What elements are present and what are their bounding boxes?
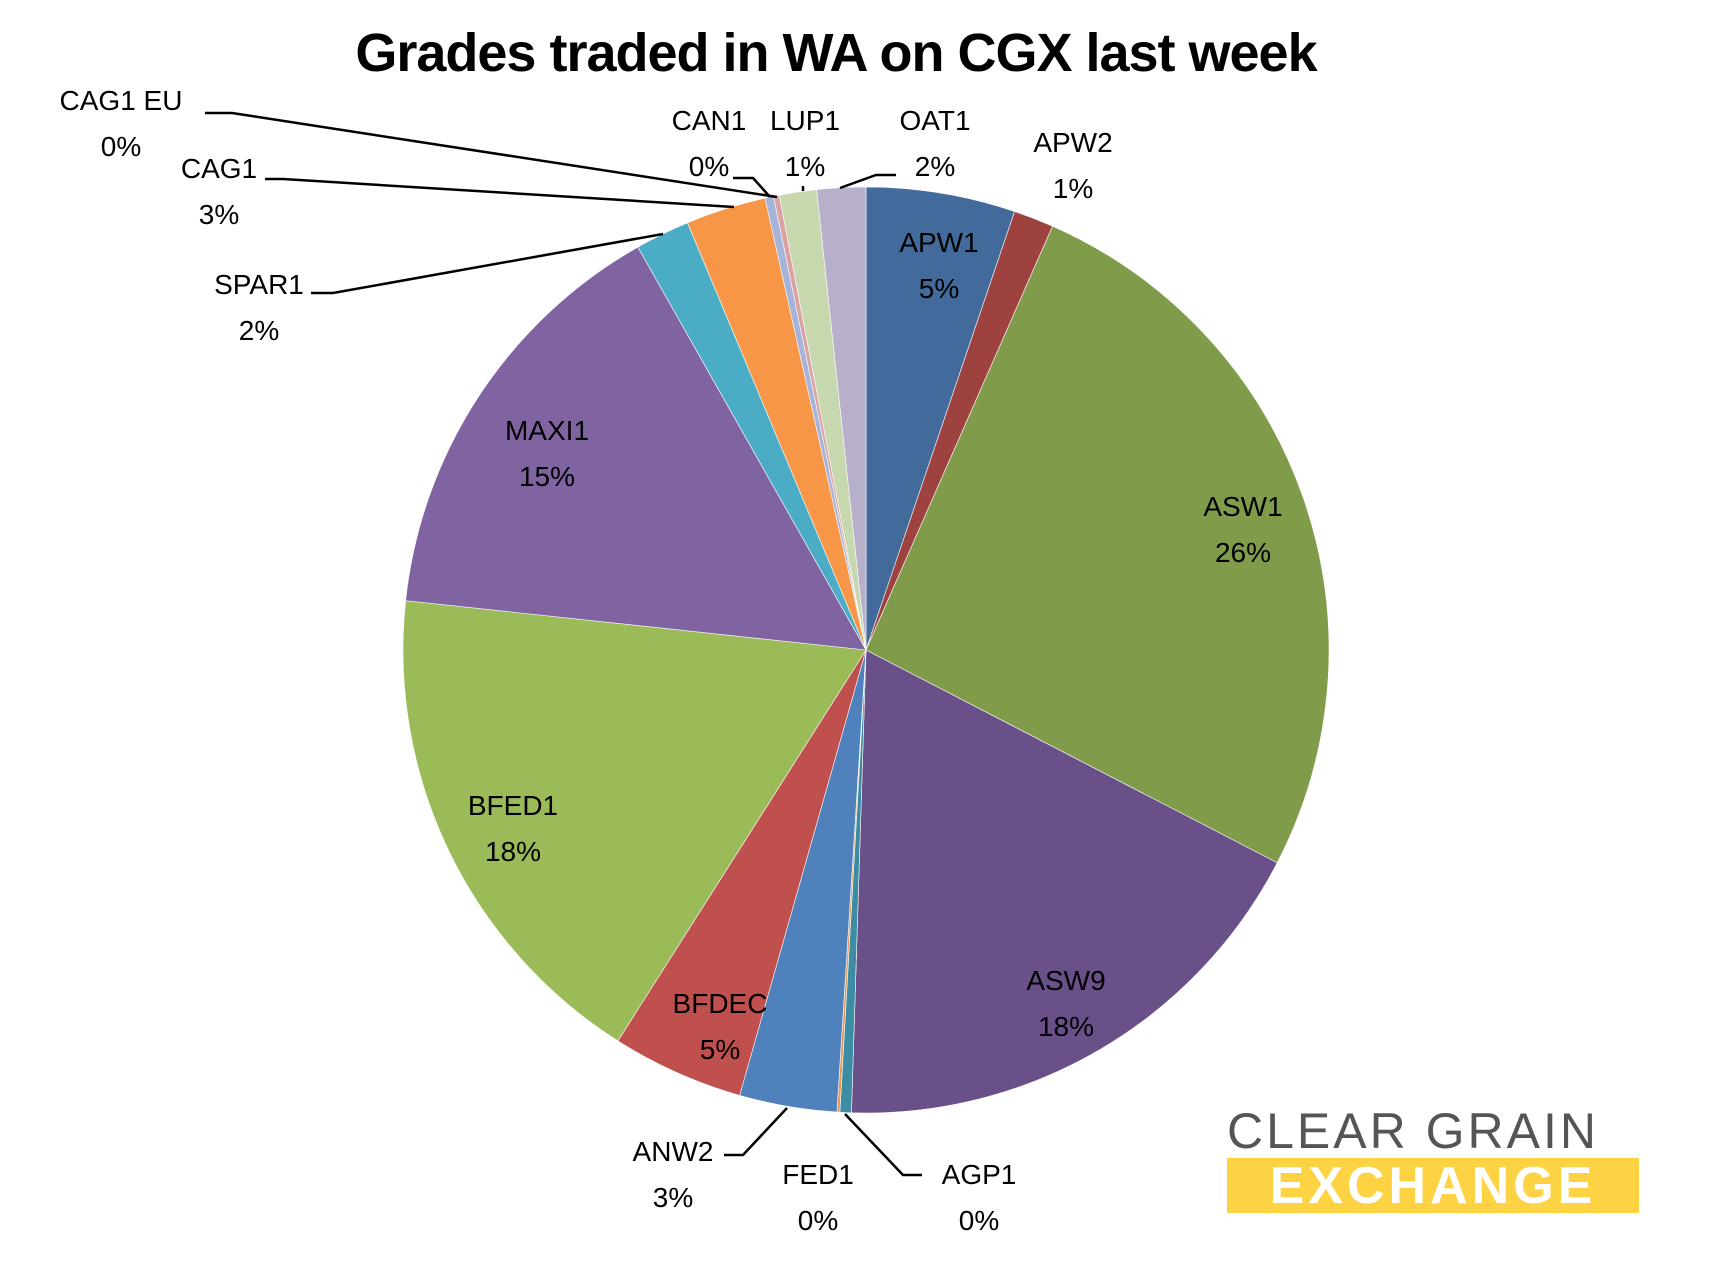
data-label-spar1: SPAR1 2% (214, 269, 304, 346)
leader-line-oat1 (839, 173, 896, 190)
leader-line-cag1 (265, 177, 735, 209)
data-label-asw9: ASW9 18% (1026, 965, 1106, 1042)
data-label-cag1-eu: CAG1 EU 0% (59, 85, 183, 162)
pie-slice-asw1 (865, 225, 1330, 864)
pie-slice-apw1 (865, 186, 1015, 651)
logo-yellow-band (1227, 1158, 1639, 1213)
leader-line-agp1 (844, 1113, 922, 1177)
data-label-asw1: ASW1 26% (1203, 491, 1283, 568)
chart-title: Grades traded in WA on CGX last week (355, 23, 1317, 83)
data-label-can1: CAN1 0% (671, 105, 747, 182)
data-label-bfdec: BFDEC 5% (672, 988, 768, 1065)
pie-slice-asw9 (851, 649, 1278, 1114)
data-label-fed1: FED1 0% (782, 1159, 854, 1236)
data-label-agp1: AGP1 0% (941, 1159, 1017, 1236)
leader-line-anw2 (724, 1107, 788, 1157)
logo-line2: EXCHANGE (1269, 1157, 1597, 1215)
data-label-lup1: LUP1 1% (769, 105, 841, 182)
data-label-anw2: ANW2 3% (632, 1136, 714, 1213)
data-label-apw2: APW2 1% (1033, 127, 1113, 204)
leader-line-spar1 (311, 232, 664, 295)
data-label-oat1: OAT1 2% (899, 105, 971, 182)
data-label-apw1: APW1 5% (899, 227, 979, 304)
clear-grain-exchange-logo: CLEAR GRAIN EXCHANGE (1227, 1106, 1639, 1216)
leader-lines (205, 111, 922, 1177)
pie-slices (402, 186, 1330, 1114)
leader-line-cag1-eu (205, 111, 778, 199)
data-label-cag1: CAG1 3% (180, 153, 258, 230)
data-label-maxi1: MAXI1 15% (504, 415, 590, 492)
pie-slice-maxi1 (405, 246, 867, 651)
data-label-bfed1: BFED1 18% (467, 790, 559, 867)
pie-slice-bfed1 (402, 600, 867, 1042)
logo-line1: CLEAR GRAIN (1227, 1103, 1599, 1159)
leader-line-can1 (733, 176, 771, 198)
